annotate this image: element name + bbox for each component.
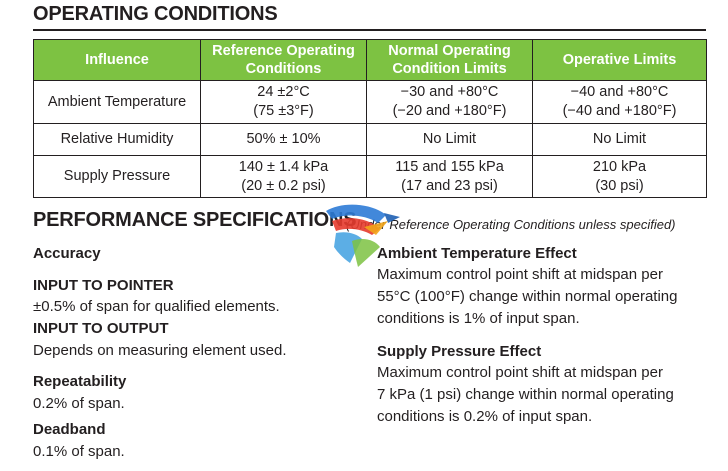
repeatability-heading: Repeatability [33, 373, 127, 390]
table-header-row: Influence Reference Operating Conditions… [33, 39, 707, 81]
input-to-pointer-text: ±0.5% of span for qualified elements. [33, 298, 280, 315]
cell-reference: 24 ±2°C (75 ±3°F) [200, 80, 367, 124]
header-influence-label: Influence [85, 52, 149, 68]
header-reference-line1: Reference Operating [212, 43, 355, 59]
cell-operative: 210 kPa (30 psi) [532, 155, 707, 198]
cell-line: 115 and 155 kPa [395, 158, 504, 175]
cell-line: 210 kPa [592, 158, 647, 175]
cell-line: (20 ± 0.2 psi) [241, 177, 326, 194]
cell-reference: 50% ± 10% [200, 123, 367, 156]
deadband-text: 0.1% of span. [33, 443, 125, 460]
performance-specifications-title: PERFORMANCE SPECIFICATIONS [33, 209, 357, 231]
input-to-output-text: Depends on measuring element used. [33, 342, 287, 359]
table-row: Relative Humidity 50% ± 10% No Limit No … [33, 123, 707, 156]
cell-line: (30 psi) [595, 177, 644, 194]
cell-influence: Ambient Temperature [33, 80, 201, 124]
input-to-pointer-heading: INPUT TO POINTER [33, 277, 174, 294]
cell-line: −30 and +80°C [400, 84, 499, 100]
repeatability-text: 0.2% of span. [33, 395, 125, 412]
cell-normal: No Limit [366, 123, 533, 156]
header-normal-line1: Normal Operating [388, 43, 511, 59]
table-row: Supply Pressure 140 ± 1.4 kPa (20 ± 0.2 … [33, 155, 707, 198]
cell-normal: 115 and 155 kPa (17 and 23 psi) [366, 155, 533, 198]
title-rule [33, 29, 706, 31]
watermark-logo-icon [326, 204, 400, 267]
ambient-effect-line: conditions is 1% of input span. [377, 310, 580, 327]
cell-line: 24 ±2°C [257, 84, 310, 100]
performance-note: (Under Reference Operating Conditions un… [346, 217, 676, 232]
cell-line: (−20 and +180°F) [392, 103, 507, 119]
ambient-effect-line: 55°C (100°F) change within normal operat… [377, 288, 678, 305]
cell-influence: Relative Humidity [33, 123, 201, 156]
supply-effect-line: conditions is 0.2% of input span. [377, 408, 593, 425]
header-reference-line2: Conditions [245, 61, 322, 77]
cell-operative: −40 and +80°C (−40 and +180°F) [532, 80, 707, 124]
supply-effect-heading: Supply Pressure Effect [377, 343, 542, 360]
supply-effect-line: 7 kPa (1 psi) change within normal opera… [377, 386, 674, 403]
deadband-heading: Deadband [33, 421, 106, 438]
cell-reference: 140 ± 1.4 kPa (20 ± 0.2 psi) [200, 155, 367, 198]
header-normal-line2: Condition Limits [392, 61, 507, 77]
cell-line: (−40 and +180°F) [562, 103, 677, 119]
table-row: Ambient Temperature 24 ±2°C (75 ±3°F) −3… [33, 80, 707, 124]
cell-line: (17 and 23 psi) [401, 177, 498, 194]
header-operative-label: Operative Limits [562, 52, 677, 68]
cell-influence: Supply Pressure [33, 155, 201, 198]
ambient-effect-line: Maximum control point shift at midspan p… [377, 266, 663, 283]
cell-line: 140 ± 1.4 kPa [238, 158, 329, 175]
accuracy-heading: Accuracy [33, 245, 101, 262]
cell-operative: No Limit [532, 123, 707, 156]
header-normal: Normal Operating Condition Limits [366, 39, 533, 81]
ambient-effect-heading: Ambient Temperature Effect [377, 245, 577, 262]
header-reference: Reference Operating Conditions [200, 39, 367, 81]
header-operative: Operative Limits [532, 39, 707, 81]
operating-conditions-table: Influence Reference Operating Conditions… [33, 39, 707, 198]
header-influence: Influence [33, 39, 201, 81]
input-to-output-heading: INPUT TO OUTPUT [33, 320, 169, 337]
supply-effect-line: Maximum control point shift at midspan p… [377, 364, 663, 381]
cell-normal: −30 and +80°C (−20 and +180°F) [366, 80, 533, 124]
cell-line: (75 ±3°F) [253, 103, 314, 119]
cell-line: −40 and +80°C [570, 84, 669, 100]
operating-conditions-title: OPERATING CONDITIONS [33, 3, 278, 25]
